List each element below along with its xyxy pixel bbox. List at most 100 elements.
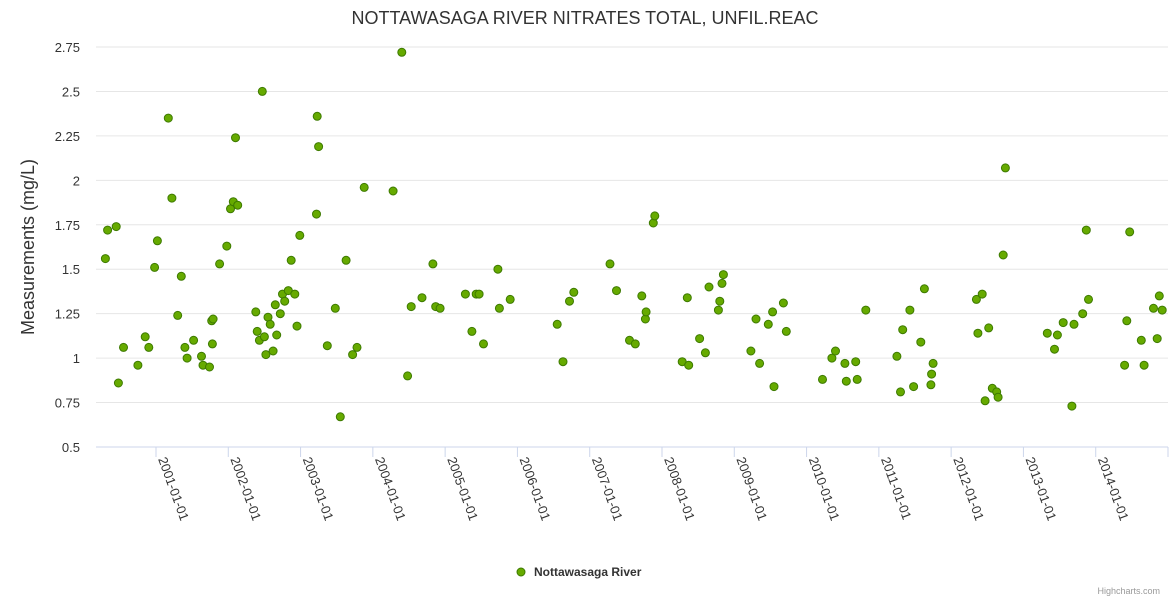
data-point[interactable]: [215, 259, 225, 269]
data-point[interactable]: [841, 376, 851, 386]
data-point[interactable]: [182, 353, 192, 363]
data-point[interactable]: [312, 209, 321, 219]
data-point[interactable]: [552, 319, 562, 329]
data-point[interactable]: [111, 222, 121, 232]
data-point[interactable]: [1136, 335, 1146, 345]
data-point[interactable]: [280, 296, 290, 306]
data-point[interactable]: [927, 369, 937, 379]
data-point[interactable]: [1069, 319, 1079, 329]
data-point[interactable]: [630, 339, 640, 349]
data-point[interactable]: [1052, 330, 1062, 340]
data-point[interactable]: [397, 47, 407, 57]
data-point[interactable]: [1050, 344, 1059, 354]
data-point[interactable]: [1067, 401, 1077, 411]
data-point[interactable]: [330, 303, 340, 313]
data-point[interactable]: [919, 284, 929, 294]
data-point[interactable]: [479, 339, 488, 349]
data-point[interactable]: [715, 296, 725, 306]
data-point[interactable]: [704, 282, 714, 292]
data-point[interactable]: [973, 328, 983, 338]
data-point[interactable]: [852, 374, 862, 384]
data-point[interactable]: [612, 286, 621, 296]
data-point[interactable]: [140, 332, 150, 342]
data-point[interactable]: [474, 289, 484, 299]
data-point[interactable]: [359, 182, 369, 192]
data-point[interactable]: [176, 271, 186, 281]
data-point[interactable]: [1149, 303, 1158, 313]
data-point[interactable]: [233, 200, 243, 210]
data-point[interactable]: [335, 412, 345, 422]
data-point[interactable]: [569, 287, 579, 297]
data-point[interactable]: [314, 142, 324, 152]
data-point[interactable]: [1078, 309, 1088, 319]
data-point[interactable]: [406, 302, 416, 312]
data-point[interactable]: [565, 296, 574, 306]
data-point[interactable]: [494, 303, 504, 313]
data-point[interactable]: [261, 350, 271, 360]
data-point[interactable]: [717, 278, 727, 288]
data-point[interactable]: [113, 378, 123, 388]
data-point[interactable]: [352, 342, 362, 352]
data-point[interactable]: [388, 186, 398, 196]
data-point[interactable]: [898, 325, 908, 335]
data-point[interactable]: [493, 264, 503, 274]
data-point[interactable]: [180, 342, 190, 352]
data-point[interactable]: [322, 341, 332, 351]
data-point[interactable]: [348, 350, 358, 360]
data-point[interactable]: [909, 382, 919, 392]
data-point[interactable]: [818, 374, 827, 384]
data-point[interactable]: [861, 305, 871, 315]
data-point[interactable]: [558, 357, 568, 367]
data-point[interactable]: [840, 358, 850, 368]
data-point[interactable]: [144, 342, 154, 352]
data-point[interactable]: [197, 351, 206, 361]
data-point[interactable]: [119, 342, 128, 352]
data-point[interactable]: [152, 236, 162, 246]
data-point[interactable]: [1081, 225, 1091, 235]
data-point[interactable]: [505, 294, 515, 304]
data-point[interactable]: [292, 321, 302, 331]
data-point[interactable]: [1120, 360, 1130, 370]
data-point[interactable]: [926, 380, 936, 390]
data-point[interactable]: [251, 307, 261, 317]
data-point[interactable]: [928, 358, 938, 368]
data-point[interactable]: [312, 111, 322, 121]
data-point[interactable]: [270, 300, 280, 310]
data-point[interactable]: [259, 332, 269, 342]
data-point[interactable]: [751, 314, 761, 324]
data-point[interactable]: [252, 326, 262, 336]
data-point[interactable]: [208, 314, 218, 324]
data-point[interactable]: [167, 193, 177, 203]
data-point[interactable]: [1157, 305, 1167, 315]
data-point[interactable]: [684, 360, 694, 370]
data-point[interactable]: [189, 335, 199, 345]
data-point[interactable]: [971, 294, 981, 304]
data-point[interactable]: [1139, 360, 1149, 370]
data-point[interactable]: [100, 254, 110, 264]
data-point[interactable]: [1058, 318, 1068, 328]
data-point[interactable]: [916, 337, 926, 347]
data-point[interactable]: [207, 339, 217, 349]
data-point[interactable]: [290, 289, 300, 299]
data-point[interactable]: [133, 360, 143, 370]
data-point[interactable]: [763, 319, 773, 329]
data-point[interactable]: [769, 382, 779, 392]
data-point[interactable]: [435, 303, 445, 313]
data-point[interactable]: [1084, 294, 1093, 304]
data-point[interactable]: [163, 113, 173, 123]
data-point[interactable]: [713, 305, 723, 315]
data-point[interactable]: [650, 211, 660, 221]
data-point[interactable]: [695, 334, 705, 344]
data-point[interactable]: [231, 133, 240, 143]
data-point[interactable]: [827, 353, 837, 363]
data-point[interactable]: [993, 392, 1003, 402]
data-point[interactable]: [977, 289, 987, 299]
data-point[interactable]: [755, 358, 765, 368]
data-point[interactable]: [265, 319, 275, 329]
data-point[interactable]: [1042, 328, 1052, 338]
legend[interactable]: Nottawasaga River: [516, 565, 642, 579]
data-point[interactable]: [275, 309, 285, 319]
data-point[interactable]: [222, 241, 232, 251]
data-point[interactable]: [467, 326, 477, 336]
data-point[interactable]: [768, 307, 778, 317]
